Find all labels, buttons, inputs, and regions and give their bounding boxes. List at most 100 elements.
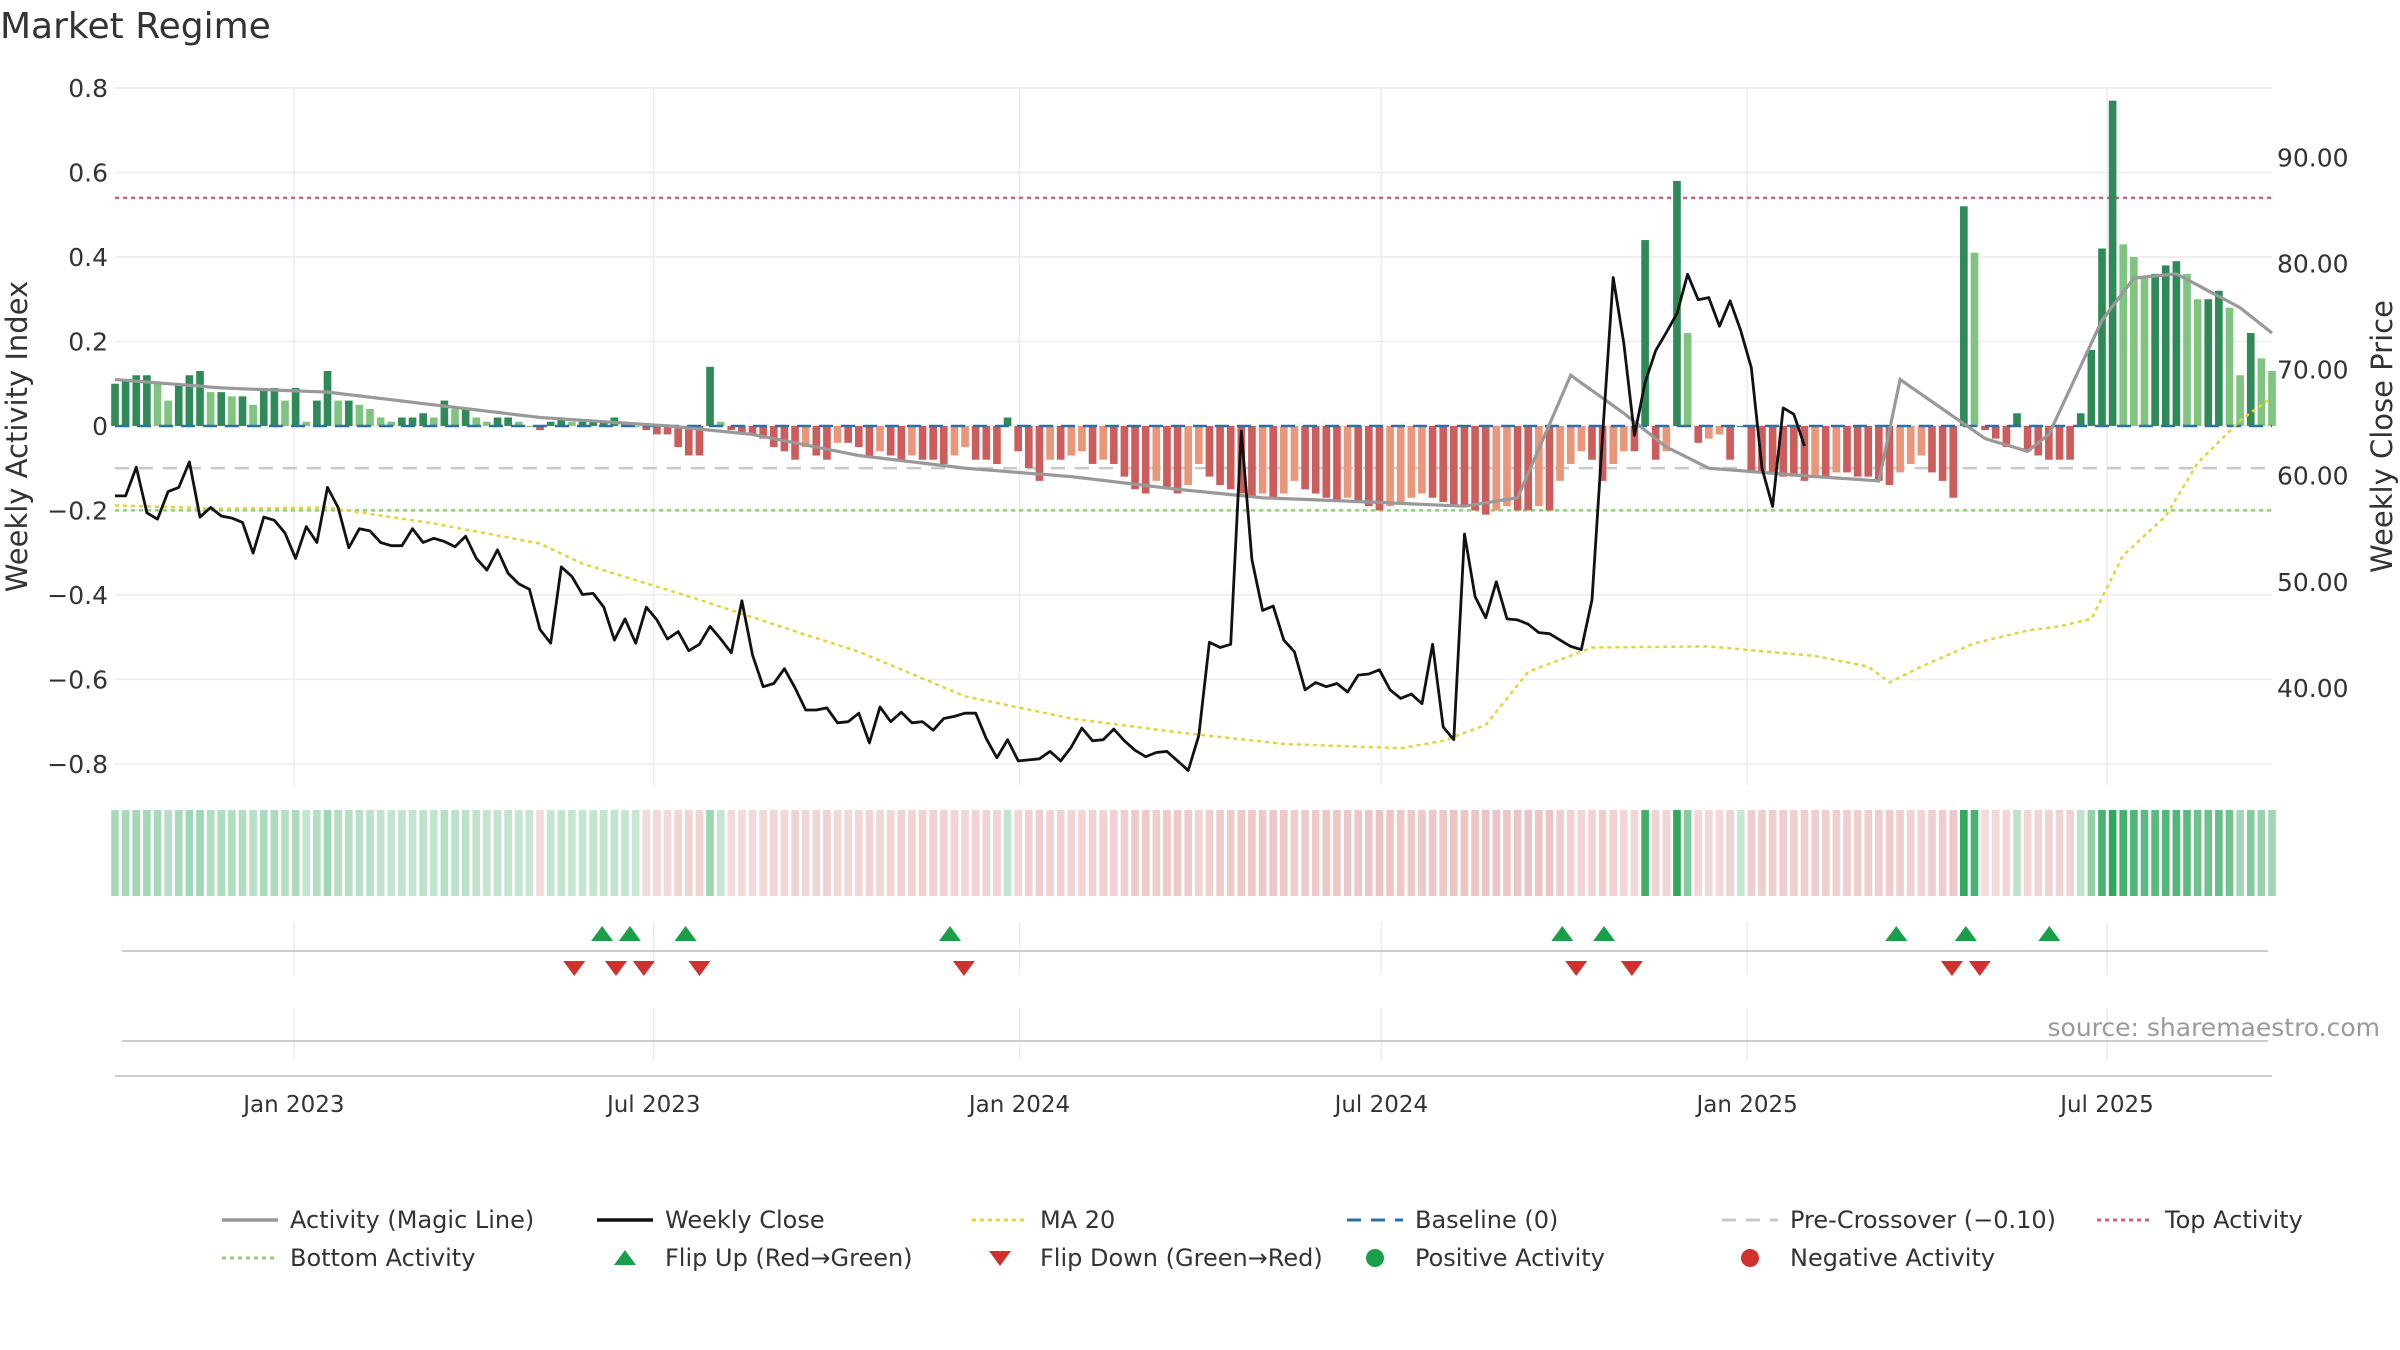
activity-bar xyxy=(419,413,427,426)
x-tick-label: Jul 2025 xyxy=(2058,1092,2154,1118)
regime-strip-cell xyxy=(1290,810,1299,896)
regime-strip-cell xyxy=(1938,810,1947,896)
activity-bar xyxy=(918,425,927,460)
activity-bar xyxy=(908,425,916,456)
activity-bar xyxy=(2172,261,2181,426)
activity-bar xyxy=(1035,425,1044,481)
line-dotted-pink-icon xyxy=(2097,1218,2153,1222)
regime-strip-cell xyxy=(2183,810,2191,896)
regime-strip-cell xyxy=(1194,810,1203,896)
regime-strip-cell xyxy=(525,810,534,896)
activity-bar xyxy=(196,371,204,426)
activity-bar xyxy=(387,421,396,426)
activity-bar xyxy=(1577,425,1586,452)
regime-strip-cell xyxy=(1163,810,1171,896)
activity-bar xyxy=(2087,349,2096,426)
regime-strip-cell xyxy=(1853,810,1862,896)
regime-strip-cell xyxy=(961,810,969,896)
legend-label: Positive Activity xyxy=(1415,1244,1605,1272)
regime-strip-cell xyxy=(748,810,757,896)
activity-bar xyxy=(1864,425,1873,477)
y-tick-label: −0.8 xyxy=(47,750,108,779)
activity-bar xyxy=(1917,425,1926,456)
regime-strip-cell xyxy=(2236,810,2244,896)
regime-strip-cell xyxy=(2193,810,2202,896)
regime-strip-cell xyxy=(971,810,980,896)
activity-bar xyxy=(695,425,704,456)
regime-strip-cell xyxy=(653,810,661,896)
activity-bar xyxy=(1450,425,1458,507)
regime-strip-cell xyxy=(1396,810,1405,896)
activity-bar xyxy=(1067,425,1076,456)
flip-up-marker xyxy=(1551,926,1574,941)
activity-bar xyxy=(249,404,257,426)
regime-strip-cell xyxy=(1364,810,1373,896)
regime-strip-cell xyxy=(323,810,332,896)
y-tick-label: 0.2 xyxy=(68,327,108,356)
regime-strip-cell xyxy=(1991,810,2000,896)
activity-bar xyxy=(121,379,130,426)
triangle-down-red-icon xyxy=(989,1251,1011,1266)
activity-magic-line xyxy=(114,272,2273,508)
activity-bar xyxy=(472,417,481,426)
regime-strip-cell xyxy=(1821,810,1830,896)
activity-bar xyxy=(1843,425,1851,473)
activity-bar xyxy=(1960,206,1968,426)
activity-bar xyxy=(663,425,672,435)
activity-bar xyxy=(1024,425,1033,469)
regime-strip-cell xyxy=(886,810,895,896)
legend-label: Top Activity xyxy=(2165,1206,2303,1234)
regime-strip-cell xyxy=(1237,810,1246,896)
regime-strip-cell xyxy=(355,810,364,896)
activity-bar xyxy=(185,375,194,426)
regime-strip-cell xyxy=(536,810,544,896)
regime-strip-cell xyxy=(398,810,406,896)
regime-strip-cell xyxy=(674,810,682,896)
activity-bar xyxy=(1811,425,1819,477)
activity-bar xyxy=(1109,425,1118,464)
regime-strip-cell xyxy=(2151,810,2159,896)
flip-up-marker xyxy=(674,926,697,941)
regime-strip-cell xyxy=(206,810,215,896)
line-dotted-yellow-icon xyxy=(972,1218,1028,1222)
activity-bar xyxy=(1715,425,1724,435)
activity-bar xyxy=(1981,425,1989,431)
regime-strip-cell xyxy=(1152,810,1161,896)
regime-strip-cell xyxy=(1864,810,1873,896)
regime-strip-cell xyxy=(2023,810,2032,896)
regime-strip-cell xyxy=(2034,810,2043,896)
regime-strip-cell xyxy=(1428,810,1437,896)
regime-strip-cell xyxy=(1917,810,1926,896)
activity-bar xyxy=(1269,425,1278,498)
activity-bar xyxy=(865,425,874,456)
regime-strip-cell xyxy=(791,810,799,896)
circle-red-icon xyxy=(1741,1249,1759,1267)
activity-bar xyxy=(1194,425,1203,464)
activity-bar xyxy=(2193,299,2202,426)
activity-bar xyxy=(1535,425,1543,507)
regime-strip-cell xyxy=(1556,810,1564,896)
regime-strip-cell xyxy=(1205,810,1214,896)
regime-strip-cell xyxy=(1141,810,1150,896)
regime-strip-cell xyxy=(610,810,619,896)
regime-strip-cell xyxy=(153,810,162,896)
activity-bar xyxy=(440,400,449,426)
activity-bar xyxy=(1386,425,1394,507)
activity-bar xyxy=(1588,425,1596,460)
activity-bar xyxy=(1609,425,1618,464)
activity-bar xyxy=(1726,425,1734,460)
regime-strip-cell xyxy=(1843,810,1851,896)
line-dotted-green-icon xyxy=(222,1256,278,1260)
triangle-up-green-icon xyxy=(614,1250,636,1265)
activity-bar xyxy=(1673,180,1681,426)
regime-strip-cell xyxy=(429,810,438,896)
activity-bar xyxy=(823,425,831,460)
regime-strip-cell xyxy=(812,810,821,896)
activity-bar xyxy=(2225,307,2234,426)
activity-bar xyxy=(1991,425,2000,439)
regime-strip-cell xyxy=(164,810,172,896)
activity-bar xyxy=(376,417,385,426)
weekly-close-line xyxy=(115,272,1806,772)
activity-bar xyxy=(833,425,842,443)
